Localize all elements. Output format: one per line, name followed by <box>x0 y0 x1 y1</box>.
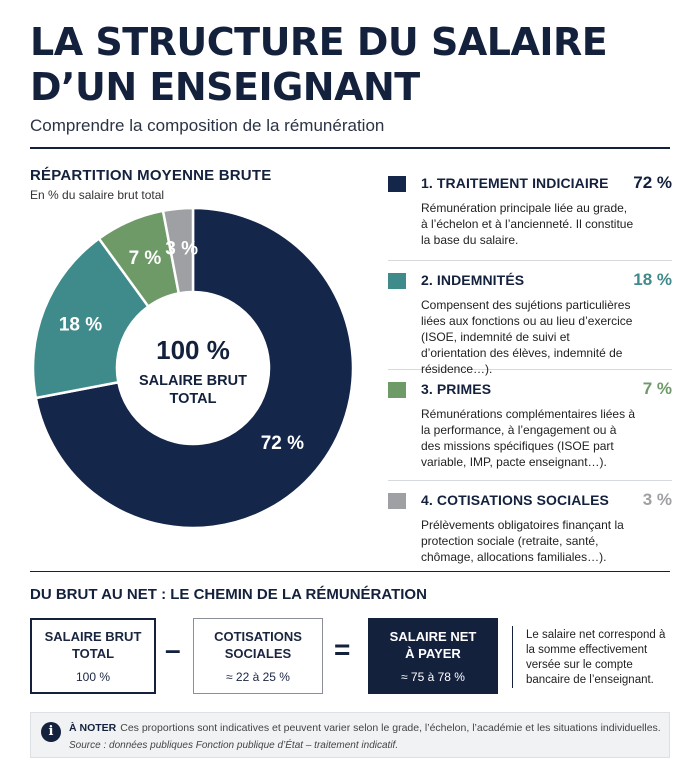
footnote-text: Ces proportions sont indicatives et peuv… <box>120 722 661 734</box>
donut-slice-1 <box>34 206 355 530</box>
title-line-1: LA STRUCTURE DU SALAIRE <box>30 20 608 64</box>
legend-desc: Rémunération principale liée au grade, à… <box>421 201 634 247</box>
legend-name: 1. TRAITEMENT INDICIAIRE <box>421 175 609 191</box>
legend-name: 3. PRIMES <box>421 381 492 397</box>
legend-pct: 7 % <box>642 379 672 398</box>
legend-swatch <box>388 273 406 289</box>
center-label-line-2: TOTAL <box>170 391 217 407</box>
equals-operator: = <box>334 634 351 665</box>
section-divider <box>30 571 670 572</box>
legend-pct: 3 % <box>642 490 672 509</box>
legend-desc: Prélèvements obligatoires finançant la p… <box>421 518 624 564</box>
slice-label-4: 3 % <box>165 239 198 260</box>
legend-desc: Rémunérations complémentaires liées à la… <box>421 407 636 469</box>
center-label-line-1: SALAIRE BRUT <box>139 373 247 389</box>
net-label: SALAIRE NET À PAYER <box>389 629 477 661</box>
donut-chart: 72 % 18 % 7 % 3 % 100 % SALAIRE BRUT TOTAL <box>31 206 355 530</box>
info-icon: i <box>41 722 61 742</box>
legend-name: 4. COTISATIONS SOCIALES <box>421 492 609 508</box>
net-value: ≈ 75 à 78 % <box>401 670 465 684</box>
legend-item-cotisations: 4. COTISATIONS SOCIALES 3 % Prélèvements… <box>388 481 672 565</box>
minus-operator: – <box>165 634 181 665</box>
brut-box: SALAIRE BRUT TOTAL 100 % <box>30 618 156 694</box>
donut-slice-labels: 72 % 18 % 7 % 3 % <box>59 239 304 454</box>
flow-title: DU BRUT AU NET : LE CHEMIN DE LA RÉMUNÉR… <box>30 586 427 603</box>
legend-name: 2. INDEMNITÉS <box>421 272 525 288</box>
footnote-source: Source : données publiques Fonction publ… <box>69 740 399 751</box>
page-title: LA STRUCTURE DU SALAIRE D’UN ENSEIGNANT <box>30 20 670 110</box>
brut-value: 100 % <box>75 670 111 684</box>
legend-item-primes: 3. PRIMES 7 % Rémunérations complémentai… <box>388 370 672 481</box>
brut-label: SALAIRE BRUT TOTAL <box>44 629 142 661</box>
chart-subtitle: En % du salaire brut total <box>30 188 165 202</box>
legend-pct: 18 % <box>633 270 672 289</box>
donut-slices <box>31 206 355 530</box>
footnote-label: À NOTER <box>69 722 117 734</box>
legend-desc: Compensent des sujétions particulières l… <box>421 298 633 376</box>
title-line-2: D’UN ENSEIGNANT <box>30 65 420 109</box>
legend-swatch <box>388 493 406 509</box>
donut-slice-4 <box>161 206 195 295</box>
legend-swatch <box>388 382 406 398</box>
legend-pct: 72 % <box>633 173 672 192</box>
legend-swatch <box>388 176 406 192</box>
chart-title: RÉPARTITION MOYENNE BRUTE <box>30 167 272 184</box>
flow-note-divider <box>512 626 513 688</box>
page-subtitle: Comprendre la composition de la rémunéra… <box>30 116 385 135</box>
flow-note: Le salaire net correspond à la somme eff… <box>526 629 666 686</box>
slice-label-2: 18 % <box>59 314 102 335</box>
center-value: 100 % <box>156 335 230 365</box>
cotisations-box: COTISATIONS SOCIALES ≈ 22 à 25 % <box>193 618 323 694</box>
cotisations-value: ≈ 22 à 25 % <box>226 670 290 684</box>
slice-label-1: 72 % <box>261 433 304 454</box>
legend-item-traitement: 1. TRAITEMENT INDICIAIRE 72 % Rémunérati… <box>388 170 672 261</box>
footnote-box: i À NOTER Ces proportions sont indicative… <box>30 712 670 758</box>
slice-label-3: 7 % <box>129 248 162 269</box>
cotisations-label: COTISATIONS SOCIALES <box>214 629 302 661</box>
footnote-text-line: À NOTER Ces proportions sont indicatives … <box>69 722 664 734</box>
legend: 1. TRAITEMENT INDICIAIRE 72 % Rémunérati… <box>388 170 672 565</box>
legend-item-indemnites: 2. INDEMNITÉS 18 % Compensent des sujéti… <box>388 261 672 376</box>
top-divider <box>30 147 670 149</box>
donut-slice-2 <box>31 236 151 400</box>
net-box: SALAIRE NET À PAYER ≈ 75 à 78 % <box>368 618 498 694</box>
